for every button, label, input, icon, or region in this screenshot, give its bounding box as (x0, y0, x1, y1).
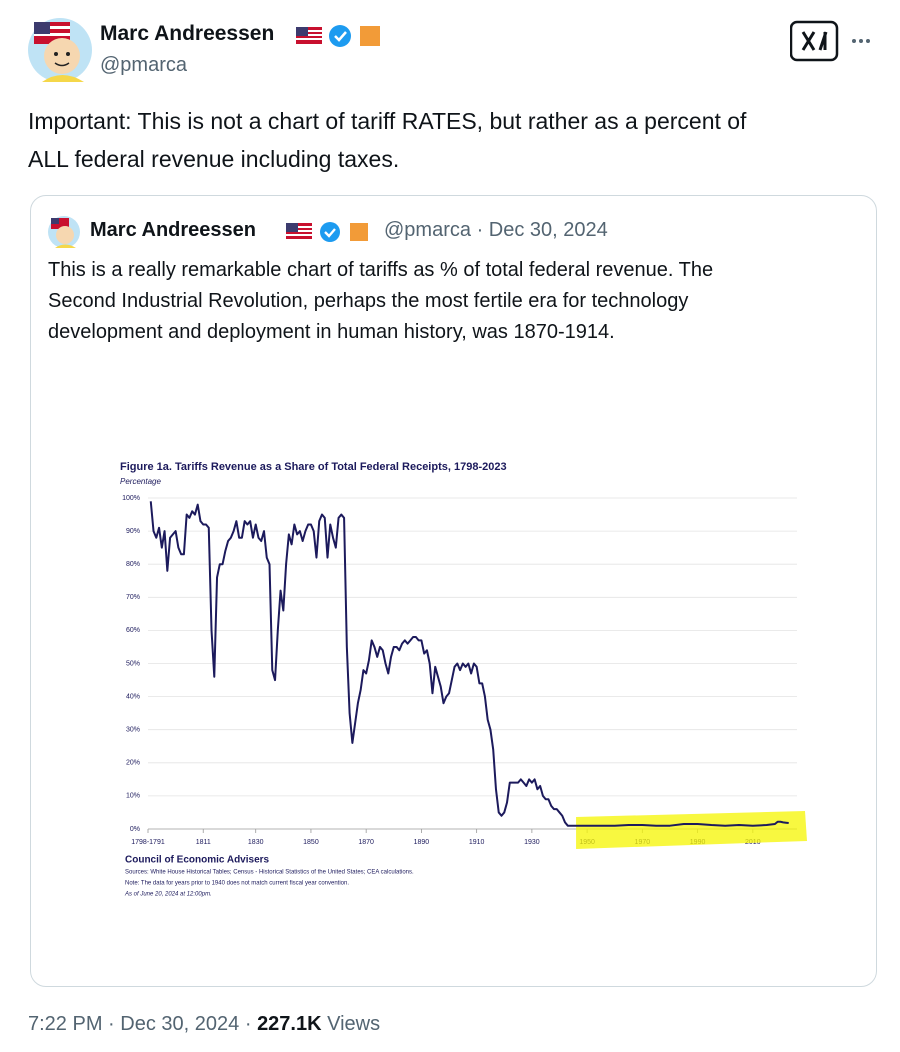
y-tick-label: 90% (126, 528, 140, 535)
note: Sources: White House Historical Tables; … (125, 870, 414, 876)
y-tick-label: 10% (126, 793, 140, 800)
more-button[interactable] (852, 39, 870, 43)
x-tick-label: 1870 (358, 839, 374, 846)
y-tick-label: 30% (126, 727, 140, 734)
y-tick-label: 0% (130, 826, 140, 833)
badges (296, 25, 380, 47)
separator: · (244, 1013, 252, 1035)
y-tick-label: 100% (122, 495, 140, 502)
quote-handle: @pmarca (384, 219, 471, 241)
tweet-text: ALL federal revenue including taxes. (28, 146, 400, 172)
quote-date[interactable]: Dec 30, 2024 (488, 219, 608, 241)
y-tick-label: 80% (126, 561, 140, 568)
quote-meta: @pmarca · Dec 30, 2024 (384, 219, 608, 242)
quote-text: Second Industrial Revolution, perhaps th… (48, 290, 689, 312)
x-tick-label: 1890 (414, 839, 430, 846)
author-handle[interactable]: @pmarca (100, 54, 187, 76)
author-name[interactable]: Marc Andreessen (100, 22, 275, 45)
source: Council of Economic Advisers (125, 855, 270, 866)
note: As of June 20, 2024 at 12:00pm. (124, 892, 212, 898)
tweet-text: Important: This is not a chart of tariff… (28, 108, 747, 134)
actions (790, 20, 870, 62)
x-tick-label: 1798-1791 (131, 839, 165, 846)
quote-text: This is a really remarkable chart of tar… (48, 259, 714, 281)
x-tick-label: 1830 (248, 839, 264, 846)
quote-text: development and deployment in human hist… (48, 321, 615, 343)
date[interactable]: Dec 30, 2024 (120, 1013, 240, 1035)
tweet-footer: 7:22 PM · Dec 30, 2024 · 227.1K Views (28, 1013, 380, 1036)
chart-title: Figure 1a. Tariffs Revenue as a Share of… (120, 461, 507, 473)
view-count: 227.1K (257, 1013, 322, 1035)
highlight (576, 811, 807, 849)
quote-avatar (48, 216, 80, 248)
quote-badges (286, 222, 368, 242)
views-label: Views (327, 1013, 381, 1035)
x-tick-label: 1850 (303, 839, 319, 846)
y-tick-label: 70% (126, 594, 140, 601)
y-tick-label: 60% (126, 627, 140, 634)
x-tick-label: 1930 (524, 839, 540, 846)
y-axis-label: Percentage (120, 477, 161, 486)
avatar[interactable] (28, 18, 92, 82)
grok-button[interactable] (790, 20, 839, 62)
quote-author-name[interactable]: Marc Andreessen (90, 219, 256, 241)
chart: Figure 1a. Tariffs Revenue as a Share of… (120, 461, 807, 898)
note: Note: The data for years prior to 1940 d… (125, 881, 349, 887)
time[interactable]: 7:22 PM (28, 1013, 103, 1035)
separator: · (108, 1013, 115, 1035)
x-tick-label: 1811 (196, 839, 211, 846)
x-tick-label: 1910 (469, 839, 485, 846)
y-tick-label: 50% (126, 660, 140, 667)
quote-card[interactable] (30, 195, 877, 987)
y-tick-label: 20% (126, 760, 140, 767)
y-tick-label: 40% (126, 693, 140, 700)
separator: · (476, 219, 484, 241)
data-line (149, 501, 789, 827)
